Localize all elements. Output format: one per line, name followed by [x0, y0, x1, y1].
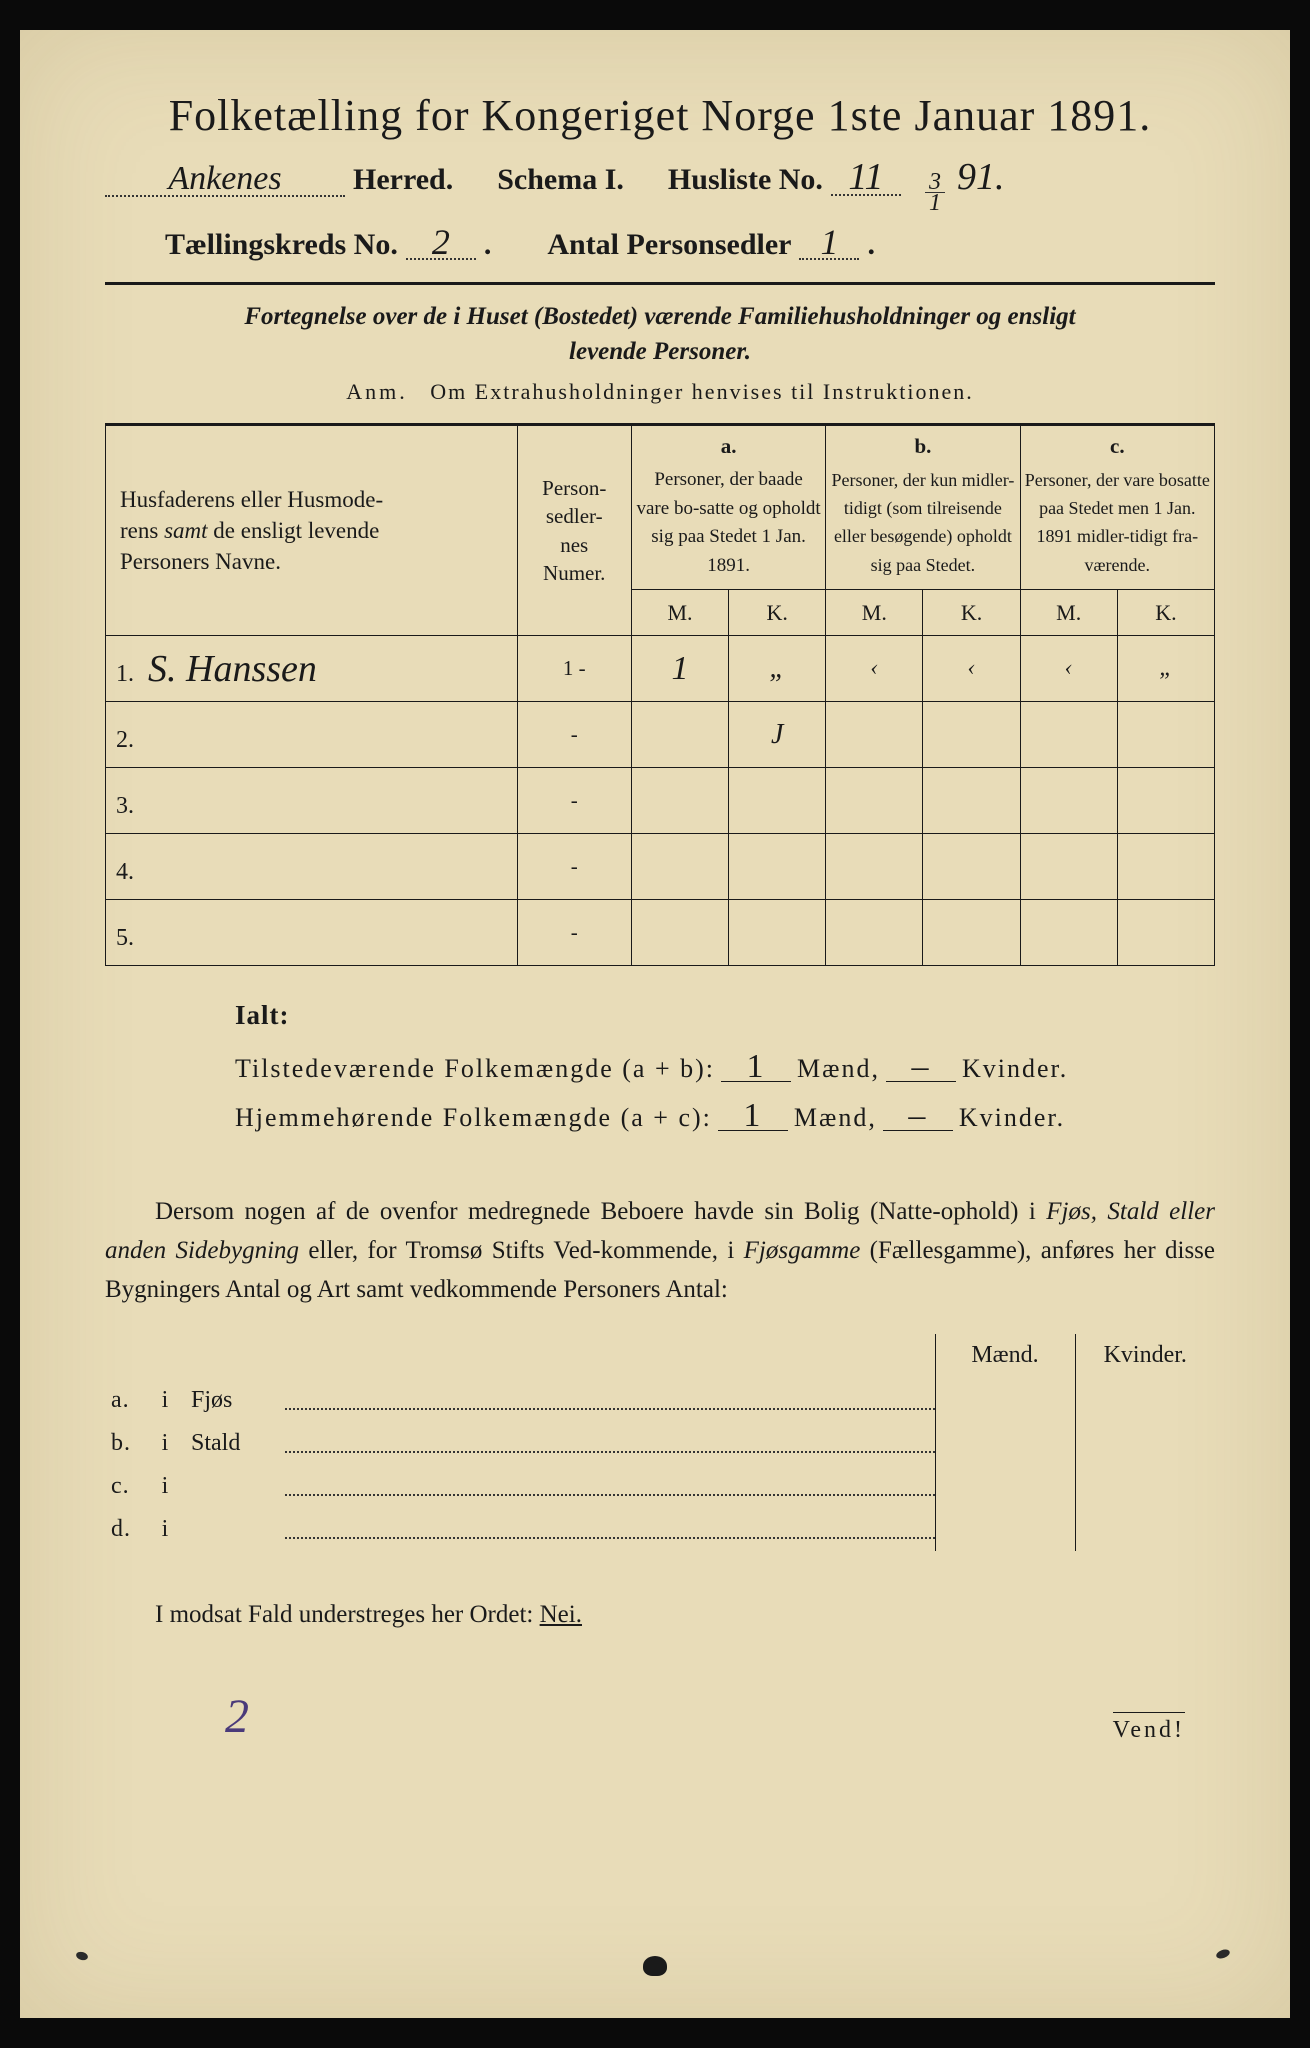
- table-row: 3.-: [106, 768, 1215, 834]
- ob-maend: Mænd.: [935, 1334, 1075, 1379]
- pencil-mark: 2: [225, 1689, 249, 1744]
- col-a-k: K.: [729, 589, 826, 636]
- ink-spot-icon: [1215, 1948, 1231, 1960]
- outbuilding-para: Dersom nogen af de ovenfor medregnede Be…: [105, 1193, 1215, 1309]
- summary-resident: Hjemmehørende Folkemængde (a + c): 1 Mæn…: [235, 1102, 1215, 1133]
- head-col-a: a. Personer, der baade vare bo-satte og …: [631, 424, 825, 589]
- sum2-k: –: [883, 1102, 953, 1130]
- col-c-m: M.: [1020, 589, 1117, 636]
- head-numer: Person- sedler- nes Numer.: [517, 424, 631, 636]
- page-title: Folketælling for Kongeriget Norge 1ste J…: [105, 90, 1215, 141]
- table-row: 4.-: [106, 834, 1215, 900]
- herred-label: Herred.: [353, 163, 453, 197]
- table-row: 2.-J: [106, 702, 1215, 768]
- col-b-k: K.: [923, 589, 1020, 636]
- husliste-label: Husliste No.: [668, 163, 823, 197]
- subtitle-l1: Fortegnelse over de i Huset (Bostedet) v…: [244, 303, 1075, 330]
- table-row: 1.S. Hanssen1 -1„‹‹‹„: [106, 636, 1215, 702]
- antal-no: 1: [799, 226, 859, 260]
- husliste-no: 11: [831, 160, 901, 196]
- anm-text: Om Extrahusholdninger henvises til Instr…: [430, 379, 973, 404]
- summary-present: Tilstedeværende Folkemængde (a + b): 1 M…: [235, 1053, 1215, 1084]
- outbuild-row: a.iFjøs: [105, 1379, 1215, 1422]
- nei-word: Nei.: [540, 1601, 582, 1628]
- subtitle: Fortegnelse over de i Huset (Bostedet) v…: [105, 299, 1215, 369]
- outbuild-row: c.i: [105, 1465, 1215, 1508]
- main-table: Husfaderens eller Husmode- rens samt de …: [105, 423, 1215, 967]
- table-row: 5.-: [106, 900, 1215, 966]
- subtitle-l2: levende Personer.: [569, 338, 751, 365]
- col-c-k: K.: [1117, 589, 1214, 636]
- col-a-m: M.: [631, 589, 728, 636]
- outbuilding-table: Mænd. Kvinder. a.iFjøsb.iStaldc.id.i: [105, 1334, 1215, 1551]
- herred-field: Ankenes: [105, 164, 345, 197]
- schema-label: Schema I.: [497, 163, 624, 197]
- col-b-m: M.: [826, 589, 923, 636]
- nei-line: I modsat Fald understreges her Ordet: Ne…: [105, 1601, 1215, 1629]
- ialt-heading: Ialt:: [235, 1000, 1215, 1031]
- head-names: Husfaderens eller Husmode- rens samt de …: [106, 424, 518, 636]
- vend-label: Vend!: [1113, 1712, 1185, 1744]
- header-row-1: Ankenes Herred. Schema I. Husliste No. 1…: [105, 155, 1215, 214]
- outbuild-row: d.i: [105, 1508, 1215, 1551]
- date-fraction: 3 1: [925, 172, 945, 214]
- head-col-c: c. Personer, der vare bosatte paa Stedet…: [1020, 424, 1214, 589]
- date-top: 3: [929, 172, 941, 192]
- antal-label: Antal Personsedler: [547, 228, 791, 262]
- sum1-m: 1: [721, 1053, 791, 1081]
- anm-line: Anm. Om Extrahusholdninger henvises til …: [105, 379, 1215, 405]
- sum1-k: –: [886, 1053, 956, 1081]
- census-form-page: Folketælling for Kongeriget Norge 1ste J…: [20, 30, 1290, 2018]
- date-bot: 1: [925, 192, 945, 213]
- ink-blot-icon: [643, 1956, 667, 1976]
- outbuild-row: b.iStald: [105, 1422, 1215, 1465]
- divider: [105, 282, 1215, 285]
- ink-spot-icon: [75, 1951, 89, 1962]
- header-row-2: Tællingskreds No. 2 . Antal Personsedler…: [105, 226, 1215, 262]
- totals-section: Ialt: Tilstedeværende Folkemængde (a + b…: [105, 1000, 1215, 1133]
- head-col-b: b. Personer, der kun midler-tidigt (som …: [826, 424, 1020, 589]
- kreds-label: Tællingskreds No.: [165, 228, 398, 262]
- year-hand: 91.: [957, 155, 1005, 199]
- kreds-no: 2: [406, 226, 476, 260]
- sum2-m: 1: [718, 1102, 788, 1130]
- anm-label: Anm.: [346, 379, 408, 404]
- ob-kvinder: Kvinder.: [1075, 1334, 1215, 1379]
